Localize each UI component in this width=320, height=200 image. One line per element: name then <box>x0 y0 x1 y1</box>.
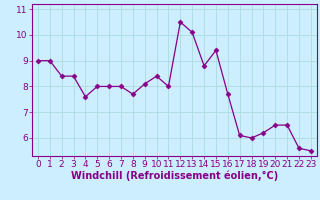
X-axis label: Windchill (Refroidissement éolien,°C): Windchill (Refroidissement éolien,°C) <box>71 171 278 181</box>
